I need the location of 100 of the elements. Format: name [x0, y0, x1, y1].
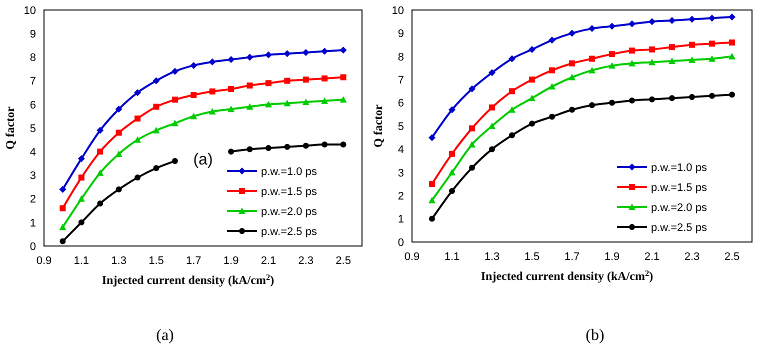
point [208, 58, 216, 66]
point [668, 58, 676, 64]
point [589, 102, 595, 108]
y-tick-label: 0 [398, 236, 404, 249]
point [448, 106, 456, 114]
point [78, 155, 85, 162]
point [322, 142, 328, 148]
point [709, 92, 715, 99]
point [728, 13, 736, 20]
y-tick-label: 7 [30, 76, 36, 88]
legend-label: p.w.=2.5 ps [651, 222, 708, 234]
point [321, 97, 328, 104]
point [190, 92, 197, 98]
point [649, 96, 655, 102]
point [59, 224, 66, 230]
point [152, 77, 160, 84]
x-tick-label: 1.5 [524, 251, 540, 263]
point [171, 120, 178, 126]
x-tick-label: 1.1 [444, 251, 460, 263]
x-tick-label: 1.9 [223, 255, 239, 267]
point [302, 76, 309, 83]
point [340, 46, 347, 54]
legend-label: p.w.=1.0 ps [261, 166, 318, 178]
point [228, 56, 235, 64]
point [488, 69, 496, 76]
legend-label: p.w.=1.5 ps [651, 182, 708, 194]
point [609, 51, 615, 58]
point [688, 56, 696, 63]
point [509, 88, 515, 94]
point [489, 104, 495, 110]
point [321, 48, 328, 55]
point [489, 146, 495, 152]
point [246, 54, 254, 61]
point [729, 39, 735, 46]
y-tick-label: 1 [30, 217, 36, 230]
legend-label: p.w.=2.0 ps [261, 206, 318, 218]
x-tick-label: 2.3 [298, 255, 314, 267]
point [340, 96, 347, 103]
legend-label: p.w.=2.0 ps [651, 202, 708, 214]
point [153, 165, 160, 172]
point [322, 75, 328, 82]
point [508, 55, 516, 62]
point [688, 16, 696, 23]
point [529, 76, 535, 83]
y-tick-label: 8 [30, 52, 36, 64]
point [689, 94, 695, 100]
y-tick-label: 8 [398, 51, 404, 64]
point [588, 66, 596, 74]
point [134, 89, 142, 96]
x-axis-title: Injected current density (kA/cm$^{2}$) [480, 268, 654, 283]
x-tick-label: 1.7 [186, 255, 202, 267]
point [469, 164, 475, 171]
point [209, 88, 216, 94]
x-tick-label: 1.9 [604, 251, 620, 263]
point [689, 42, 695, 48]
point [708, 14, 716, 22]
text: (b) [586, 327, 604, 344]
point [284, 144, 290, 150]
x-tick-label: 2.1 [644, 251, 660, 263]
point [265, 80, 272, 86]
point [468, 85, 476, 92]
y-tick-label: 2 [398, 190, 404, 202]
point [302, 142, 309, 149]
point [728, 52, 736, 60]
point [429, 216, 435, 222]
point [228, 106, 235, 112]
y-tick-label: 3 [30, 170, 36, 182]
point [264, 100, 272, 108]
point [649, 46, 655, 52]
y-tick-label: 6 [30, 99, 36, 112]
point [469, 125, 475, 132]
point [246, 146, 253, 152]
point [629, 97, 635, 104]
point [172, 96, 178, 103]
point [78, 174, 84, 181]
point [265, 145, 272, 152]
point [648, 58, 656, 66]
x-tick-label: 0.9 [36, 255, 52, 267]
point [115, 106, 122, 113]
point [60, 205, 66, 212]
point [629, 48, 635, 54]
legend-label: p.w.=1.5 ps [261, 186, 318, 198]
y-tick-label: 5 [398, 120, 404, 133]
y-tick-label: 9 [30, 28, 36, 40]
point [116, 186, 122, 192]
point [60, 238, 66, 244]
point [448, 168, 456, 176]
point [284, 78, 290, 84]
point [488, 122, 496, 129]
point [134, 174, 141, 181]
point [264, 51, 272, 58]
point [190, 62, 198, 69]
y-tick-label: 10 [392, 4, 404, 17]
x-tick-label: 0.9 [404, 251, 420, 263]
point [340, 74, 346, 80]
x-tick-label: 2.5 [724, 251, 740, 263]
text: (a) [156, 327, 174, 344]
point [59, 186, 66, 193]
point [284, 50, 291, 58]
point [609, 100, 615, 106]
